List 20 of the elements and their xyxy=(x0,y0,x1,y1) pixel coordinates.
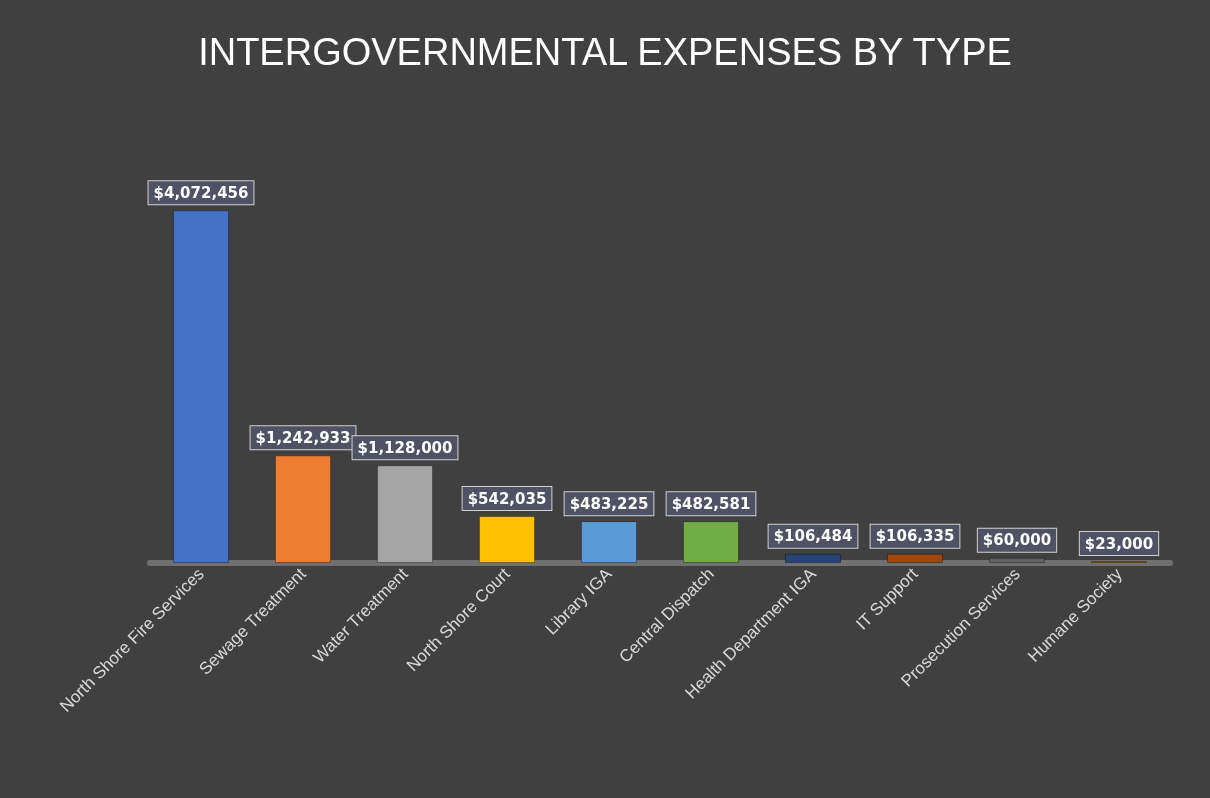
data-label: $1,242,933 xyxy=(255,428,351,447)
bar xyxy=(478,516,536,563)
data-label: $483,225 xyxy=(569,494,649,513)
bar xyxy=(682,521,740,563)
bar xyxy=(580,521,638,563)
data-label: $106,335 xyxy=(875,527,955,546)
chart-title: INTERGOVERNMENTAL EXPENSES BY TYPE xyxy=(198,31,1012,73)
bar xyxy=(274,455,332,563)
bar xyxy=(988,557,1046,563)
data-label: $1,128,000 xyxy=(357,438,453,457)
bar xyxy=(784,553,842,563)
data-label: $542,035 xyxy=(467,489,547,508)
bar xyxy=(376,465,434,563)
data-label: $23,000 xyxy=(1084,534,1154,553)
data-label: $106,484 xyxy=(773,527,853,546)
data-label: $482,581 xyxy=(671,494,751,513)
bar xyxy=(886,553,944,563)
data-label: $60,000 xyxy=(982,531,1052,550)
data-label: $4,072,456 xyxy=(153,183,249,202)
bar xyxy=(172,210,230,563)
